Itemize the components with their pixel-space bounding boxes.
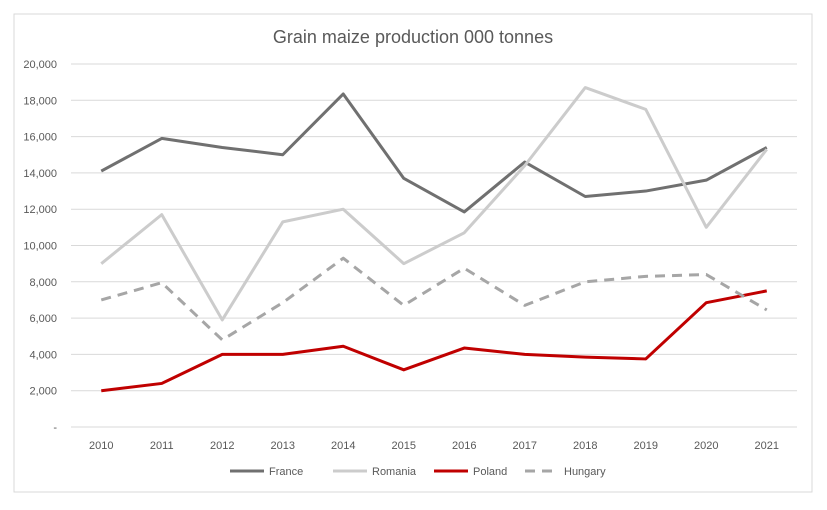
x-tick-label: 2012 — [210, 440, 234, 452]
legend-label-hungary: Hungary — [564, 466, 606, 478]
x-tick-label: 2019 — [634, 440, 658, 452]
x-tick-label: 2018 — [573, 440, 597, 452]
y-tick-label: 18,000 — [23, 95, 57, 107]
series-line-france — [100, 92, 768, 214]
series-line-poland — [101, 289, 768, 393]
legend-label-romania: Romania — [372, 466, 417, 478]
y-tick-label: 6,000 — [29, 313, 57, 325]
chart-title: Grain maize production 000 tonnes — [273, 27, 553, 47]
x-tick-label: 2011 — [150, 440, 174, 452]
legend-label-france: France — [269, 466, 303, 478]
series-line-romania — [100, 86, 768, 322]
x-tick-label: 2021 — [755, 440, 779, 452]
x-tick-label: 2010 — [89, 440, 113, 452]
y-tick-label: 8,000 — [29, 277, 57, 289]
y-tick-label: 12,000 — [23, 204, 57, 216]
y-tick-label: 14,000 — [23, 168, 57, 180]
x-tick-label: 2015 — [392, 440, 416, 452]
y-tick-label: 10,000 — [23, 241, 57, 253]
x-tick-label: 2013 — [271, 440, 295, 452]
y-tick-label: 16,000 — [23, 132, 57, 144]
y-tick-label: - — [53, 422, 57, 434]
series-line-hungary — [100, 256, 768, 342]
legend-label-poland: Poland — [473, 466, 507, 478]
x-tick-label: 2017 — [513, 440, 537, 452]
y-tick-label: 2,000 — [29, 386, 57, 398]
chart-border — [13, 13, 813, 493]
x-tick-label: 2020 — [694, 440, 718, 452]
x-tick-label: 2016 — [452, 440, 476, 452]
y-tick-label: 20,000 — [23, 59, 57, 71]
y-tick-label: 4,000 — [29, 349, 57, 361]
x-tick-label: 2014 — [331, 440, 355, 452]
